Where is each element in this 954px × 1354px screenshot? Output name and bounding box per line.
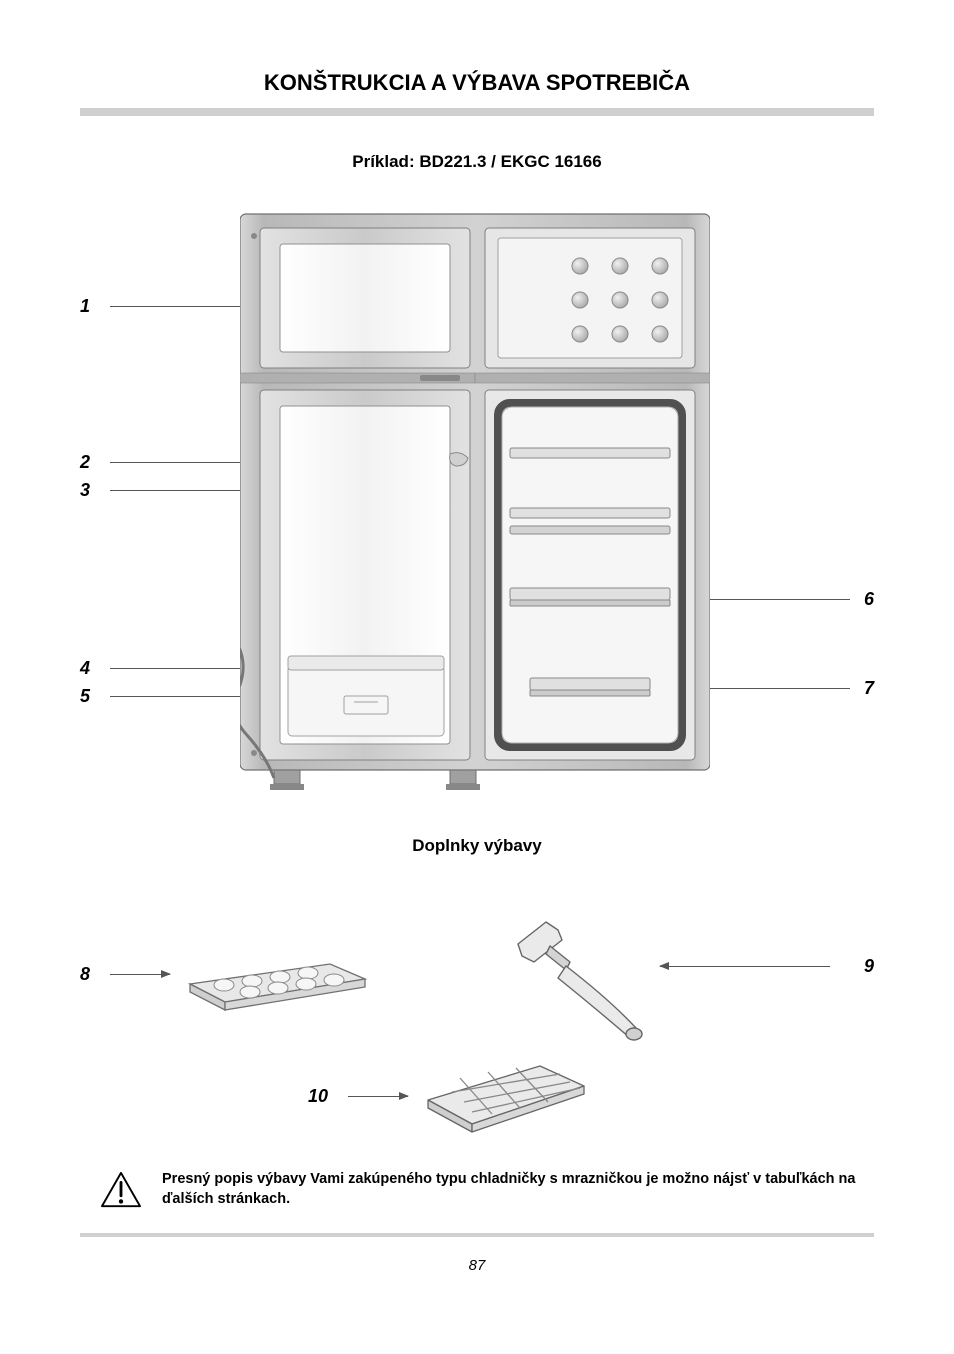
fridge-illustration — [240, 208, 710, 808]
callout-4: 4 — [80, 658, 90, 679]
callout-3: 3 — [80, 480, 90, 501]
ice-tray-icon — [420, 1056, 590, 1136]
callout-1: 1 — [80, 296, 90, 317]
accessories-diagram: 8 9 — [80, 886, 874, 1146]
scraper-icon — [500, 916, 660, 1046]
example-prefix: Príklad: — [352, 152, 419, 171]
callout-6: 6 — [864, 589, 874, 610]
callout-9: 9 — [864, 956, 874, 977]
thermostat-dial — [572, 258, 668, 342]
accessories-title: Doplnky výbavy — [80, 836, 874, 856]
page-title: KONŠTRUKCIA A VÝBAVA SPOTREBIČA — [80, 70, 874, 96]
arrow-10 — [348, 1096, 408, 1097]
callout-8: 8 — [80, 964, 90, 985]
divider-bottom — [80, 1233, 874, 1237]
egg-tray-icon — [180, 934, 370, 1014]
arrow-9 — [660, 966, 830, 967]
callout-2: 2 — [80, 452, 90, 473]
page-container: KONŠTRUKCIA A VÝBAVA SPOTREBIČA Príklad:… — [0, 0, 954, 1324]
callout-7: 7 — [864, 678, 874, 699]
crisper-drawer — [288, 656, 444, 736]
example-model: BD221.3 / EKGC 16166 — [419, 152, 601, 171]
callout-10: 10 — [308, 1086, 328, 1107]
callout-5: 5 — [80, 686, 90, 707]
arrow-8 — [110, 974, 170, 975]
note-row: Presný popis výbavy Vami zakúpeného typu… — [80, 1170, 874, 1209]
page-number: 87 — [80, 1257, 874, 1274]
example-line: Príklad: BD221.3 / EKGC 16166 — [80, 152, 874, 172]
warning-icon — [100, 1171, 142, 1209]
note-text: Presný popis výbavy Vami zakúpeného typu… — [162, 1170, 874, 1209]
fridge-diagram: 1 2 3 4 5 6 7 — [80, 208, 874, 818]
divider-top — [80, 108, 874, 116]
